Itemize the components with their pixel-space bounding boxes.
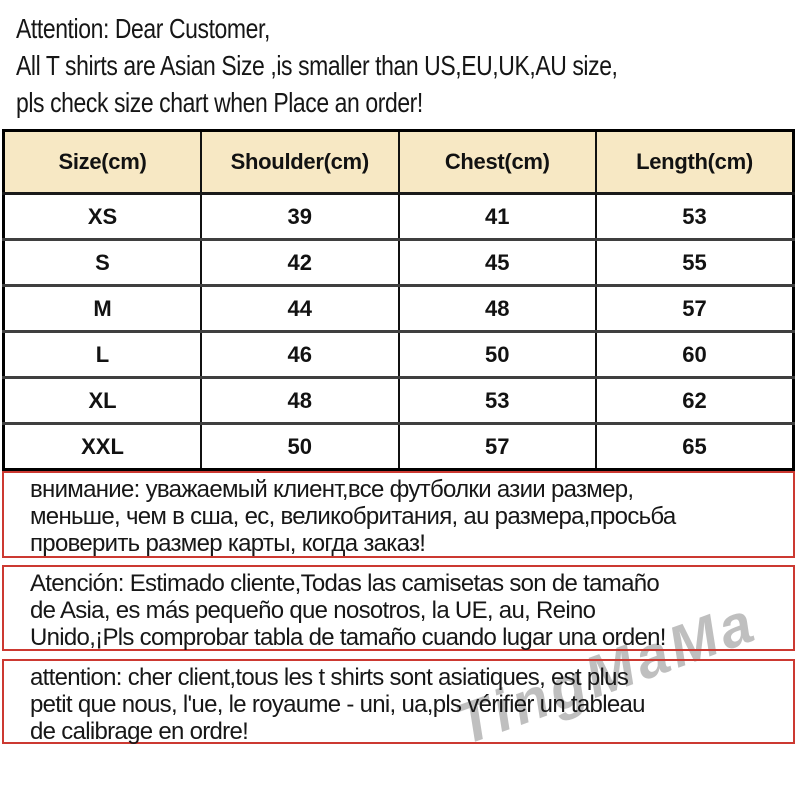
col-header-chest: Chest(cm) (397, 129, 597, 195)
col-header-size: Size(cm) (2, 129, 202, 195)
table-row-l: L 46 50 60 (2, 330, 795, 378)
table-row-m: M 44 48 57 (2, 284, 795, 332)
cell-size: M (2, 284, 202, 332)
warning-spanish-line-3: Unido,¡Pls comprobar tabla de tamaño cua… (30, 624, 666, 651)
cell-length: 65 (595, 422, 795, 470)
cell-chest: 45 (397, 238, 597, 286)
cell-size: XL (2, 376, 202, 424)
warning-box-spanish: Atención: Estimado cliente,Todas las cam… (2, 565, 795, 651)
col-header-length: Length(cm) (595, 129, 795, 195)
table-header-row: Size(cm) Shoulder(cm) Chest(cm) Length(c… (2, 129, 795, 195)
cell-shoulder: 42 (200, 238, 400, 286)
warning-french-line-1: attention: cher client,tous les t shirts… (30, 664, 629, 691)
cell-size: XXL (2, 422, 202, 470)
attention-note-line-3: pls check size chart when Place an order… (16, 87, 423, 118)
cell-chest: 50 (397, 330, 597, 378)
cell-size: XS (2, 192, 202, 240)
cell-chest: 53 (397, 376, 597, 424)
table-row-xl: XL 48 53 62 (2, 376, 795, 424)
attention-note-line-1: Attention: Dear Customer, (16, 13, 270, 44)
cell-shoulder: 39 (200, 192, 400, 240)
warning-russian-line-3: проверить размер карты, когда заказ! (30, 530, 426, 557)
cell-size: S (2, 238, 202, 286)
warning-spanish-line-2: de Asia, es más pequeño que nosotros, la… (30, 597, 596, 624)
warning-french-line-2: petit que nous, l'ue, le royaume - uni, … (30, 691, 645, 718)
table-row-s: S 42 45 55 (2, 238, 795, 286)
cell-length: 55 (595, 238, 795, 286)
warning-box-french: attention: cher client,tous les t shirts… (2, 659, 795, 745)
cell-chest: 41 (397, 192, 597, 240)
cell-length: 53 (595, 192, 795, 240)
cell-length: 57 (595, 284, 795, 332)
cell-length: 60 (595, 330, 795, 378)
cell-chest: 57 (397, 422, 597, 470)
warning-box-russian: внимание: уважаемый клиент,все футболки … (2, 471, 795, 558)
attention-note-line-2: All T shirts are Asian Size ,is smaller … (16, 50, 618, 81)
warning-spanish-line-1: Atención: Estimado cliente,Todas las cam… (30, 570, 660, 597)
warning-russian-line-2: меньше, чем в сша, ес, великобритания, a… (30, 503, 676, 530)
cell-size: L (2, 330, 202, 378)
cell-shoulder: 50 (200, 422, 400, 470)
cell-shoulder: 44 (200, 284, 400, 332)
table-row-xs: XS 39 41 53 (2, 192, 795, 240)
cell-length: 62 (595, 376, 795, 424)
warning-russian-line-1: внимание: уважаемый клиент,все футболки … (30, 476, 634, 503)
size-chart-table: Size(cm) Shoulder(cm) Chest(cm) Length(c… (2, 129, 795, 471)
table-row-xxl: XXL 50 57 65 (2, 422, 795, 470)
warning-french-line-3: de calibrage en ordre! (30, 718, 249, 745)
cell-chest: 48 (397, 284, 597, 332)
col-header-shoulder: Shoulder(cm) (200, 129, 400, 195)
attention-note: Attention: Dear Customer, All T shirts a… (16, 10, 750, 121)
cell-shoulder: 48 (200, 376, 400, 424)
cell-shoulder: 46 (200, 330, 400, 378)
